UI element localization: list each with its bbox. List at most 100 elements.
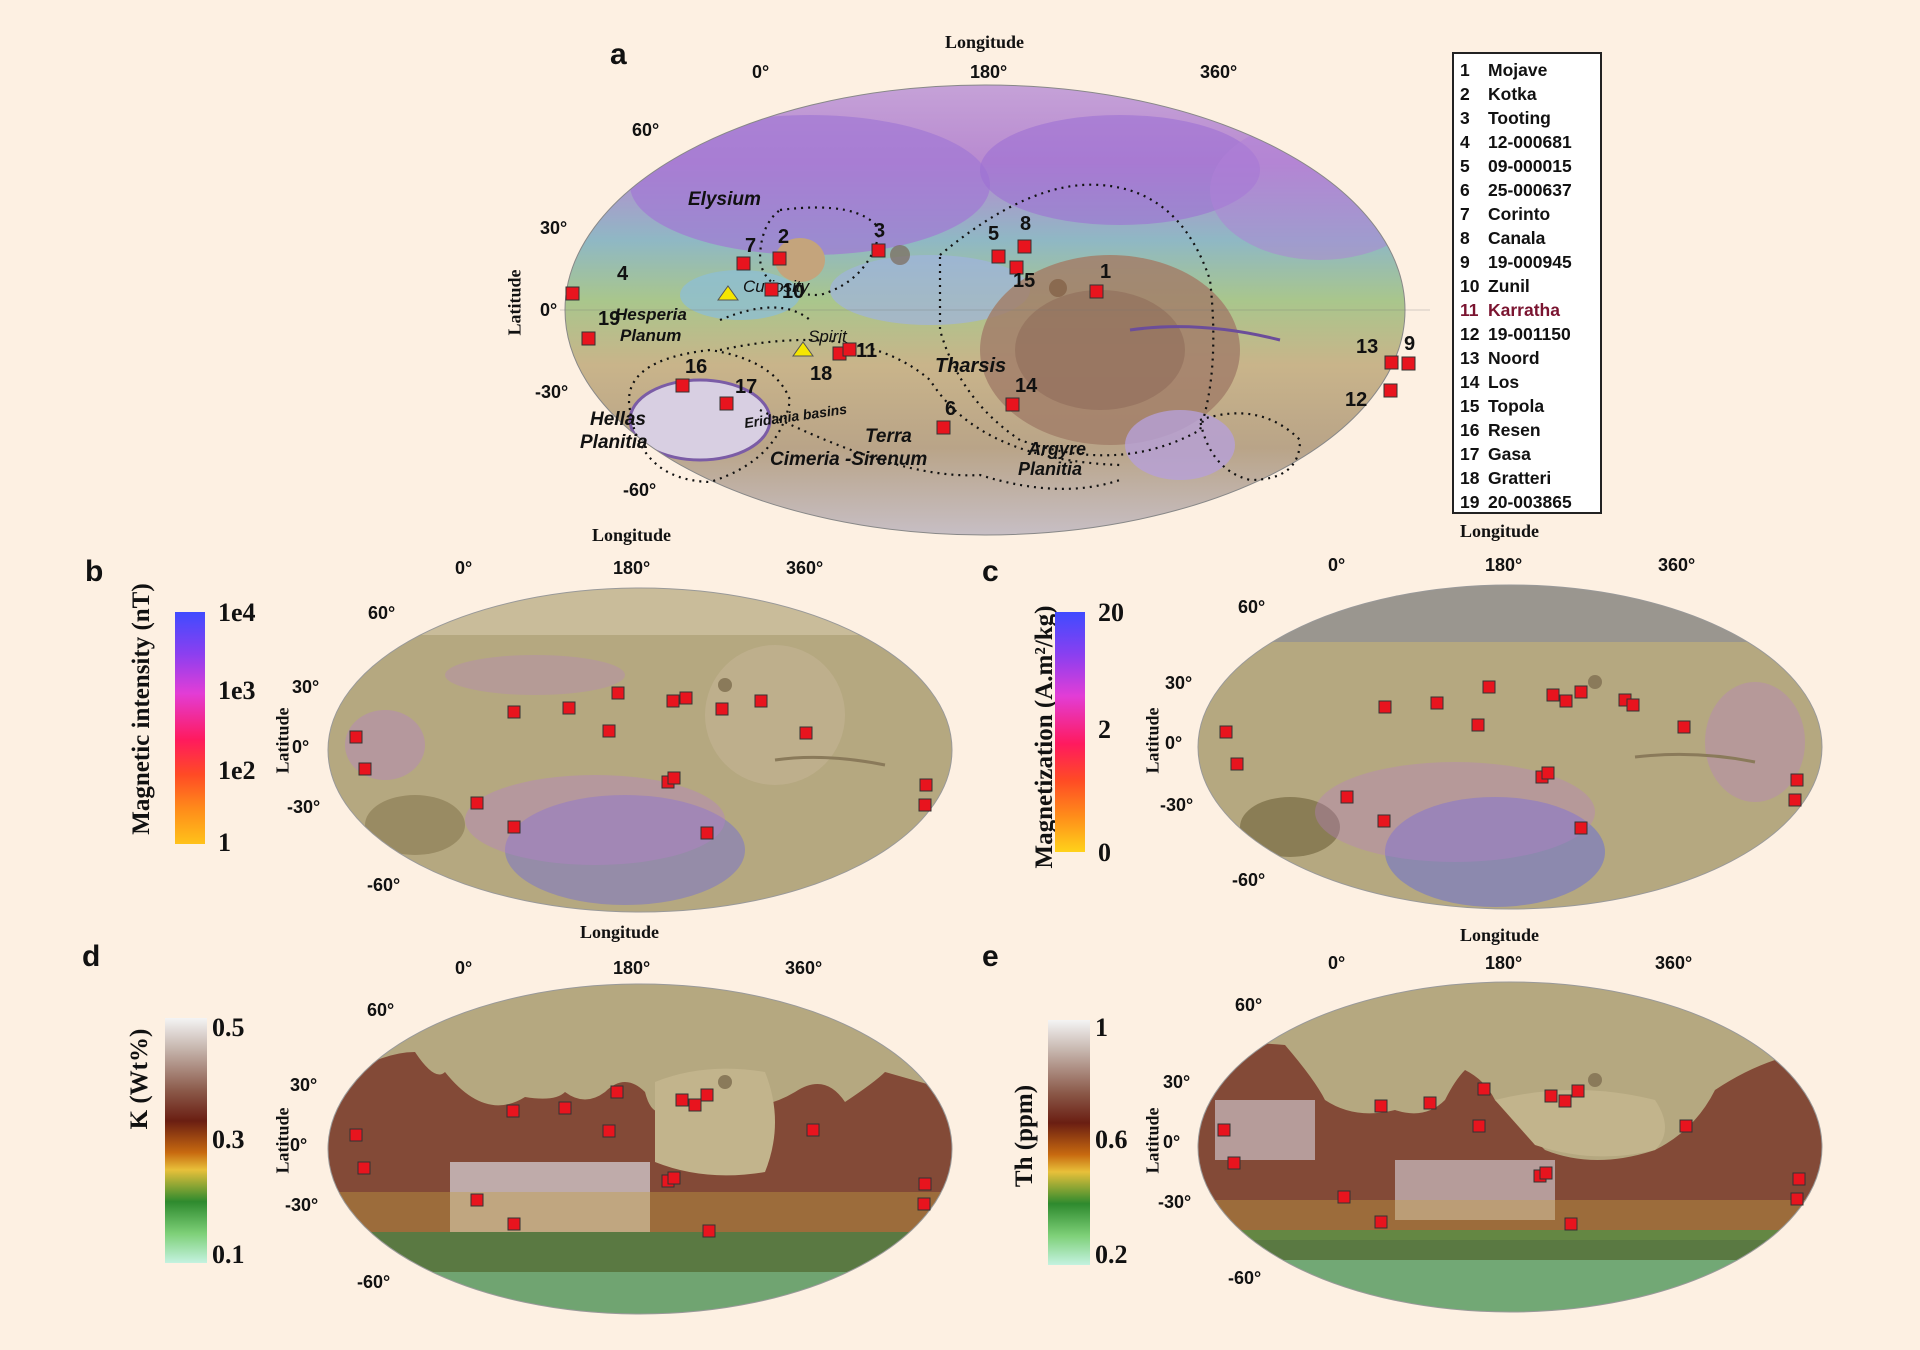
panel-a-lat-tick-neg60: -60° <box>623 480 657 500</box>
panel-e-lat-tick-60: 60° <box>1235 995 1263 1015</box>
panel-b-lat-tick-neg30: -30° <box>287 797 321 817</box>
e-site-marker <box>1423 1096 1437 1110</box>
c-site-marker <box>1790 773 1804 787</box>
c-site-marker <box>1574 685 1588 699</box>
site-number-3: 3 <box>874 220 885 242</box>
d-site-marker <box>558 1101 572 1115</box>
site-marker-6 <box>936 420 951 435</box>
panel-b-colorbar <box>175 612 205 844</box>
site-marker-13 <box>1384 355 1399 370</box>
b-site-marker <box>754 694 768 708</box>
panel-c-lon-tick-360: 360° <box>1658 555 1696 575</box>
panel-b-colorbar-title: Magnetic intensity (nT) <box>128 583 155 835</box>
e-site-marker <box>1472 1119 1486 1133</box>
region-tharsis: Tharsis <box>935 355 1006 377</box>
c-site-marker <box>1559 694 1573 708</box>
legend-number: 2 <box>1460 84 1470 104</box>
site-marker-17 <box>719 396 734 411</box>
site-marker-15 <box>1009 260 1024 275</box>
site-marker-12 <box>1383 383 1398 398</box>
panel-a-longitude-title-bottom: Longitude <box>592 525 672 545</box>
legend-site-name: 19-001150 <box>1488 324 1571 344</box>
panel-b-edge-sites <box>919 778 933 792</box>
site-number-4: 4 <box>617 263 629 285</box>
legend-number: 12 <box>1460 324 1480 344</box>
panel-e-lat-tick-neg60: -60° <box>1228 1268 1262 1288</box>
b-site-marker <box>358 762 372 776</box>
b-site-marker <box>715 702 729 716</box>
panel-c-latitude-title: Latitude <box>1142 707 1163 774</box>
legend-row: 12 19-001150 <box>1460 322 1594 346</box>
site-number-15: 15 <box>1013 270 1035 292</box>
d-site-marker <box>702 1224 716 1238</box>
panel-c-longitude-title: Longitude <box>1460 521 1540 541</box>
e-site-marker <box>1792 1172 1806 1186</box>
legend-site-name: Mojave <box>1488 60 1548 80</box>
legend-number: 5 <box>1460 156 1470 176</box>
c-site-marker <box>1378 700 1392 714</box>
site-number-9: 9 <box>1404 333 1415 355</box>
panel-b-cbar-tick-1e3: 1e3 <box>218 676 256 705</box>
panel-e-longitude-title: Longitude <box>1460 925 1540 945</box>
site-number-5: 5 <box>988 223 999 245</box>
panel-d-cbar-tick-0.3: 0.3 <box>212 1125 245 1154</box>
e-site-marker <box>1374 1099 1388 1113</box>
legend-row: 2 Kotka <box>1460 82 1594 106</box>
site-number-8: 8 <box>1020 213 1031 235</box>
panel-d-lat-tick-neg60: -60° <box>357 1272 391 1292</box>
legend-number: 4 <box>1460 132 1470 152</box>
b-site-marker <box>700 826 714 840</box>
legend-site-name: Tooting <box>1488 108 1551 128</box>
b-site-marker <box>562 701 576 715</box>
panel-c-colorbar <box>1055 612 1085 852</box>
legend-row: 6 25-000637 <box>1460 178 1594 202</box>
legend-row: 5 09-000015 <box>1460 154 1594 178</box>
site-number-16: 16 <box>685 356 707 378</box>
c-site-marker <box>1541 766 1555 780</box>
d-site-marker <box>349 1128 363 1142</box>
d-site-marker <box>917 1197 931 1211</box>
c-site-marker <box>1219 725 1233 739</box>
panel-a-lon-tick-360: 360° <box>1200 62 1238 82</box>
panel-b-longitude-title: Longitude <box>580 922 660 942</box>
d-site-marker <box>806 1123 820 1137</box>
legend-number: 15 <box>1460 396 1480 416</box>
site-number-6: 6 <box>945 398 956 420</box>
legend-number: 1 <box>1460 60 1470 80</box>
e-site-marker <box>1374 1215 1388 1229</box>
curiosity-rover-marker <box>717 285 739 301</box>
legend-number: 3 <box>1460 108 1470 128</box>
panel-a-lat-tick-30: 30° <box>540 218 568 238</box>
legend-number: 17 <box>1460 444 1480 464</box>
panel-b-lon-tick-0: 0° <box>455 558 473 578</box>
legend-site-name: Los <box>1488 372 1520 392</box>
legend-site-name: Topola <box>1488 396 1545 416</box>
panel-e-lon-tick-180: 180° <box>1485 953 1523 973</box>
legend-site-name: Gasa <box>1488 444 1531 464</box>
panel-c-cbar-tick-0: 0 <box>1098 838 1111 867</box>
c-site-marker <box>1377 814 1391 828</box>
b-site-marker <box>470 796 484 810</box>
legend-row: 17 Gasa <box>1460 442 1594 466</box>
legend-site-name: Karratha <box>1488 300 1560 320</box>
legend-site-name: 12-000681 <box>1488 132 1572 152</box>
panel-b-latitude-title: Latitude <box>272 707 293 774</box>
c-site-marker <box>1788 793 1802 807</box>
site-marker-5 <box>991 249 1006 264</box>
site-marker-18 <box>842 342 857 357</box>
panel-c-lat-tick-0: 0° <box>1165 733 1183 753</box>
panel-e-colorbar-title: Th (ppm) <box>1011 1084 1038 1188</box>
panel-d-colorbar <box>165 1018 207 1263</box>
panel-a-lat-tick-60: 60° <box>632 120 660 140</box>
panel-d-lat-tick-neg30: -30° <box>285 1195 319 1215</box>
b-site-marker <box>507 705 521 719</box>
panel-c-lon-tick-180: 180° <box>1485 555 1523 575</box>
panel-d-lat-tick-0: 0° <box>290 1135 308 1155</box>
panel-c-letter: c <box>982 555 999 588</box>
panel-a-map: Elysium Hesperia Planum Hellas Planitia Er… <box>560 84 1430 536</box>
d-site-marker <box>506 1104 520 1118</box>
legend-row: 16 Resen <box>1460 418 1594 442</box>
d-site-marker <box>507 1217 521 1231</box>
region-elysium: Elysium <box>688 189 761 210</box>
panel-c-lat-tick-neg60: -60° <box>1232 870 1266 890</box>
